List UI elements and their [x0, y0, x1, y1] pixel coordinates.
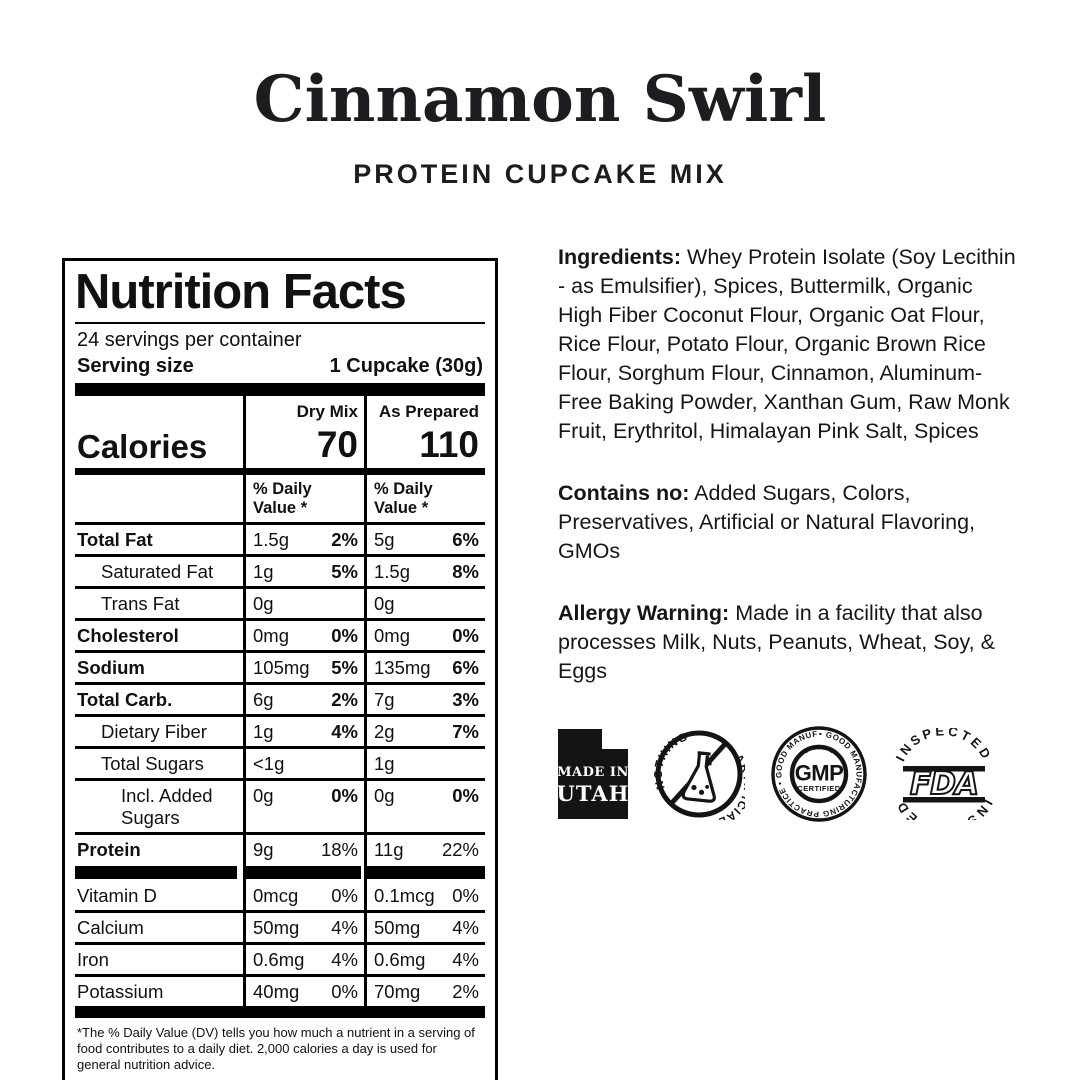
daily-value-footnote: *The % Daily Value (DV) tells you how mu…	[77, 1025, 475, 1073]
thick-divider-bar	[75, 383, 485, 397]
nutrient-row-saturated-fat: Saturated Fat 1g 5% 1.5g 8%	[75, 557, 485, 590]
allergy-warning-label: Allergy Warning:	[558, 601, 730, 625]
nutrient-row-total-carb: Total Carb. 6g 2% 7g 3%	[75, 685, 485, 718]
calories-prepared-value: 110	[419, 424, 479, 466]
separator-bar	[75, 866, 237, 880]
fda-top-bar-icon	[902, 766, 985, 772]
certification-badges: MADE IN UTAH	[558, 724, 994, 824]
daily-value-header-row: % Daily Value * % Daily Value *	[75, 475, 485, 526]
calories-label: Calories	[75, 422, 243, 476]
nutrition-facts-title: Nutrition Facts	[75, 266, 485, 325]
nutrient-row-protein: Protein 9g 18% 11g 22%	[75, 835, 485, 865]
nutrient-row-dietary-fiber: Dietary Fiber 1g 4% 2g 7%	[75, 717, 485, 750]
bottom-divider-bar	[75, 1006, 485, 1019]
gmp-certified-text: CERTIFIED	[798, 784, 841, 793]
separator-bar	[367, 866, 485, 880]
header: Cinnamon Swirl PROTEIN CUPCAKE MIX	[0, 62, 1080, 190]
allergy-warning-text: Made in a facility that also processes M…	[558, 601, 995, 683]
fda-inspected-top-text: INSPECTED	[894, 728, 992, 764]
nutrition-facts-panel: Nutrition Facts 24 servings per containe…	[62, 258, 498, 1080]
nutrient-row-total-sugars: Total Sugars <1g 1g	[75, 749, 485, 782]
product-info-column: Ingredients: Whey Protein Isolate (Soy L…	[558, 243, 1022, 824]
fda-text: FDA	[910, 766, 978, 802]
nutrient-row-sodium: Sodium 105mg 5% 135mg 6%	[75, 653, 485, 686]
no-sign-circle-icon	[655, 730, 743, 818]
allergy-warning-paragraph: Allergy Warning: Made in a facility that…	[558, 599, 1022, 686]
nutrient-row-vitamin-d: Vitamin D 0mcg 0% 0.1mcg 0%	[75, 881, 485, 914]
utah-state-icon	[558, 729, 628, 819]
nutrient-row-total-fat: Total Fat 1.5g 2% 5g 6%	[75, 525, 485, 558]
serving-size-label: Serving size	[77, 355, 194, 378]
nothing-arc-text: NOTHING	[653, 731, 689, 791]
nutrient-row-potassium: Potassium 40mg 0% 70mg 2%	[75, 977, 485, 1007]
flask-icon	[681, 751, 716, 803]
gmp-certified-badge: • GOOD MANUFACTURING PRACTICE • GOOD MAN…	[769, 724, 868, 822]
svg-text:NOTHING: NOTHING	[653, 731, 690, 791]
page-title: Cinnamon Swirl	[253, 62, 827, 137]
serving-size-value: 1 Cupcake (30g)	[329, 355, 483, 378]
daily-value-header-prepared: % Daily Value *	[374, 480, 433, 518]
utah-badge-line1: MADE IN	[558, 765, 628, 780]
made-in-utah-badge: MADE IN UTAH	[558, 729, 628, 819]
nutrient-row-calcium: Calcium 50mg 4% 50mg 4%	[75, 913, 485, 946]
gmp-outer-circle-icon	[771, 726, 868, 822]
fda-bottom-bar-icon	[902, 797, 985, 803]
nutrient-row-cholesterol: Cholesterol 0mg 0% 0mg 0%	[75, 621, 485, 654]
ingredients-text: Whey Protein Isolate (Soy Lecithin - as …	[558, 245, 1016, 443]
column-header-row: Dry Mix As Prepared	[75, 396, 485, 423]
col-header-dry-mix: Dry Mix	[296, 402, 358, 422]
nutrient-row-added-sugars: Incl. Added Sugars 0g 0% 0g 0%	[75, 781, 485, 836]
utah-badge-line2: UTAH	[558, 781, 628, 806]
contains-no-paragraph: Contains no: Added Sugars, Colors, Prese…	[558, 479, 1022, 566]
calories-dry-value: 70	[316, 424, 358, 466]
contains-no-text: Added Sugars, Colors, Preservatives, Art…	[558, 481, 976, 563]
contains-no-label: Contains no:	[558, 481, 690, 505]
col-header-as-prepared: As Prepared	[378, 402, 479, 422]
separator-bar	[246, 866, 361, 880]
ingredients-paragraph: Ingredients: Whey Protein Isolate (Soy L…	[558, 243, 1022, 446]
protein-separator-bar-row	[75, 864, 485, 882]
svg-text:INSPECTED: INSPECTED	[894, 728, 994, 764]
nothing-artificial-badge: NOTHING ARTIFICIAL	[653, 730, 745, 820]
gmp-text: GMP	[795, 761, 844, 786]
daily-value-header-dry: % Daily Value *	[253, 480, 312, 518]
ingredients-label: Ingredients:	[558, 245, 682, 269]
fda-inspected-badge: INSPECTED FDA INSPECTED	[894, 728, 994, 820]
page-subtitle: PROTEIN CUPCAKE MIX	[353, 159, 727, 189]
servings-per-container: 24 servings per container	[77, 329, 302, 352]
nutrient-row-iron: Iron 0.6mg 4% 0.6mg 4%	[75, 945, 485, 978]
serving-size-row: Serving size 1 Cupcake (30g)	[75, 353, 485, 383]
calories-row: Calories 70 110	[75, 422, 485, 476]
nutrient-row-trans-fat: Trans Fat 0g 0g	[75, 589, 485, 622]
